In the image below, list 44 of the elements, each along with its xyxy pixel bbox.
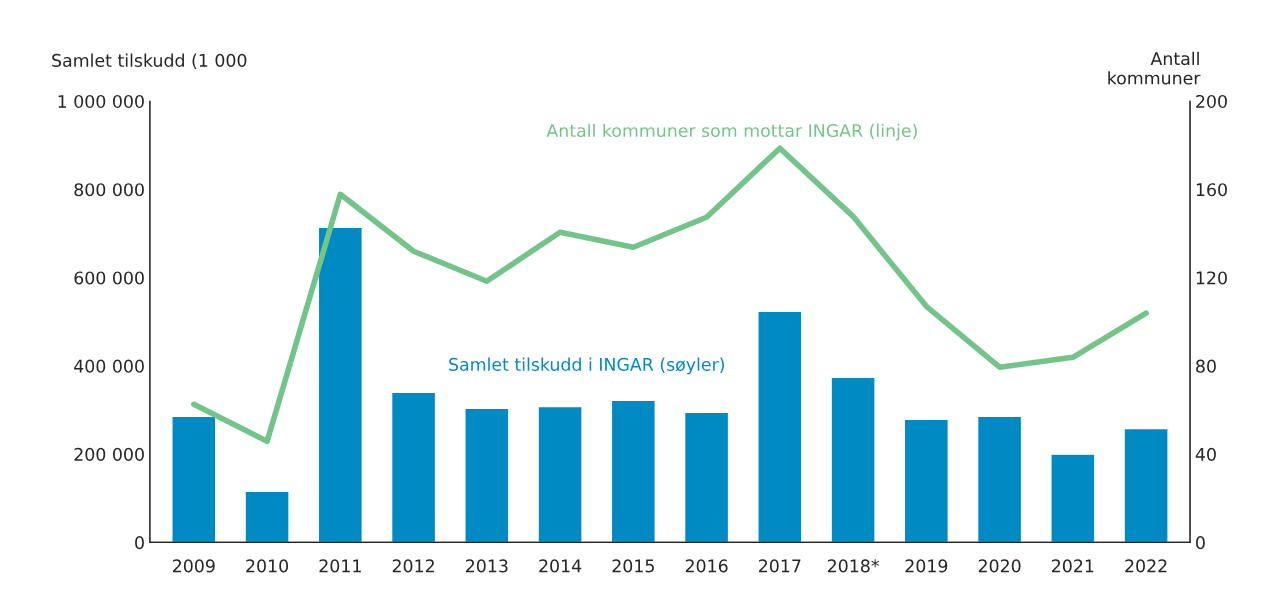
bar: [976, 415, 1023, 543]
bar: [830, 376, 876, 543]
x-tick-label: 2021: [1052, 559, 1094, 573]
bar: [1123, 427, 1169, 543]
y-axis-title: Samlet tilskudd (1 000: [52, 53, 247, 69]
bar: [537, 405, 583, 543]
x-tick-label: 2017: [759, 559, 801, 573]
x-tick-label: 2013: [466, 559, 508, 573]
x-tick-label: 2020: [978, 559, 1021, 573]
bar: [1050, 453, 1096, 543]
x-tick-label: 2012: [392, 559, 434, 573]
bar: [390, 391, 437, 543]
x-tick-label: 2015: [612, 559, 654, 573]
bar: [464, 407, 510, 543]
bar: [683, 411, 730, 543]
y-tick-label: 800 000: [74, 183, 144, 197]
y2-tick-label: 80: [1196, 359, 1216, 373]
x-tick-label: 2022: [1125, 559, 1167, 573]
y2-tick-label: 160: [1196, 183, 1227, 197]
y2-tick-label: 120: [1196, 271, 1227, 285]
series-label: Samlet tilskudd i INGAR (søyler): [449, 357, 724, 375]
x-tick-label: 2016: [685, 559, 728, 573]
y-tick-label: 200 000: [74, 447, 144, 461]
y-tick-label: 400 000: [74, 359, 144, 373]
bar: [757, 310, 803, 543]
y2-tick-label: 40: [1195, 447, 1216, 461]
y2-axis-title: Antall kommuner: [1108, 51, 1201, 85]
x-tick-label: 2009: [173, 559, 215, 573]
text: Antall kommuner som mottar INGAR (linje): [546, 123, 917, 141]
x-tick-label: 2019: [905, 559, 948, 573]
y-tick-label: 1 000 000: [58, 94, 144, 109]
x-tick-label: 2018*: [827, 559, 879, 573]
y2-tick-label: 200: [1196, 94, 1227, 109]
y-tick-label: 0: [135, 536, 144, 550]
bar: [171, 415, 217, 543]
bar: [903, 418, 950, 543]
x-tick-label: 2011: [319, 559, 361, 573]
x-tick-label: 2010: [246, 559, 289, 573]
y2-tick-label: 0: [1196, 536, 1205, 550]
bar: [244, 490, 290, 543]
x-tick-label: 2014: [539, 559, 582, 573]
bar: [610, 399, 657, 543]
y-tick-label: 600 000: [74, 271, 144, 285]
bar: [317, 226, 364, 543]
